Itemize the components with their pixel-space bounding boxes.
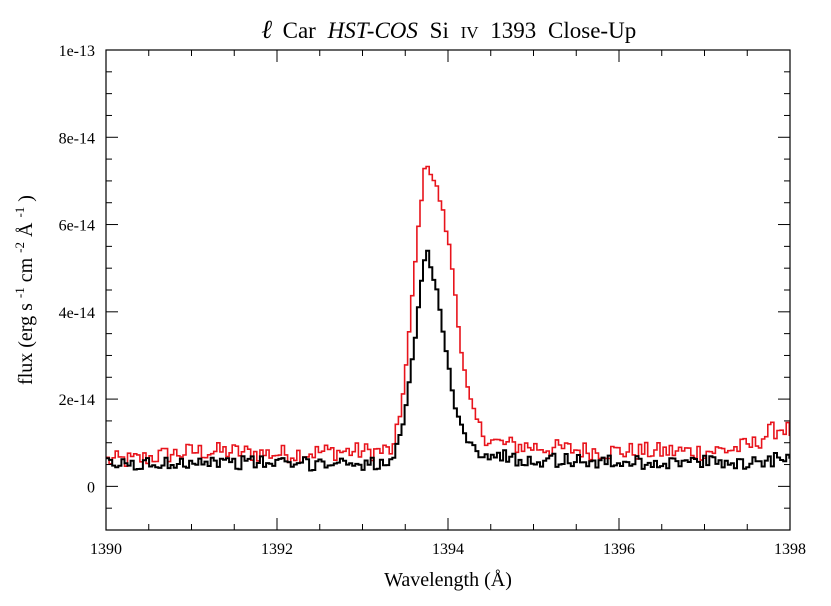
series-line-black <box>106 249 791 472</box>
title-ion: IV <box>461 23 480 42</box>
ylabel-exp1: -1 <box>12 287 27 298</box>
ylabel-main: flux (erg s <box>15 303 37 385</box>
title-symbol: ℓ <box>262 15 273 44</box>
y-tick-label: 1e-13 <box>59 43 95 60</box>
series-line-red <box>106 165 791 467</box>
title-element: Si <box>430 18 449 43</box>
tick-labels-layer: 1390 1392 1394 1396 1398 0 2e-14 4e-14 6e-14 8e-1… <box>59 43 806 558</box>
ylabel-exp3: -1 <box>12 207 27 218</box>
x-tick-label: 1394 <box>432 541 464 558</box>
y-tick-label: 6e-14 <box>59 218 95 235</box>
y-tick-label: 8e-14 <box>59 130 95 147</box>
x-tick-label: 1398 <box>774 541 806 558</box>
ylabel-close: ) <box>15 195 37 202</box>
y-tick-label: 4e-14 <box>59 305 95 322</box>
title-suffix: Close-Up <box>548 18 636 43</box>
title-star: Car <box>283 18 317 43</box>
y-tick-label: 0 <box>87 479 95 496</box>
y-axis-label: flux (erg s -1 cm -2 Å -1 ) <box>7 195 37 385</box>
x-tick-label: 1396 <box>603 541 635 558</box>
series-layer <box>106 165 791 472</box>
x-tick-label: 1390 <box>90 541 122 558</box>
ylabel-mid: cm <box>15 257 37 282</box>
title-instrument: HST-COS <box>327 18 419 43</box>
ylabel-unit: Å <box>15 222 37 237</box>
y-tick-label: 2e-14 <box>59 392 95 409</box>
plot-frame <box>105 49 791 531</box>
ylabel-exp2: -2 <box>12 242 27 253</box>
chart-title: ℓ Car HST-COS Si IV 1393 Close-Up <box>262 15 636 44</box>
x-tick-label: 1392 <box>261 541 293 558</box>
title-line: 1393 <box>490 18 536 43</box>
x-axis-label: Wavelength (Å) <box>384 569 512 591</box>
